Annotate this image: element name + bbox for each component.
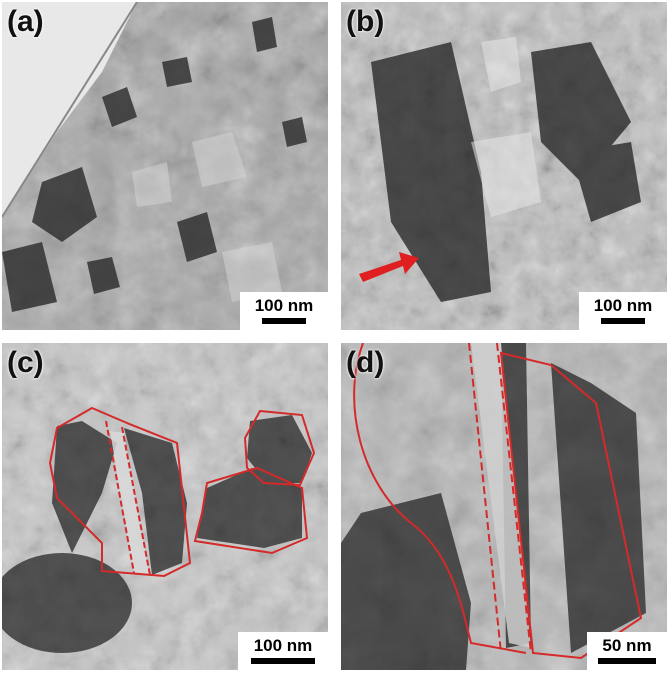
tem-micrograph-b — [341, 2, 667, 330]
panel-b: (b) 100 nm — [341, 2, 667, 330]
scale-bar-line — [262, 318, 306, 324]
tem-micrograph-d — [341, 343, 667, 670]
scale-bar-line — [601, 318, 645, 324]
tem-micrograph-c — [2, 343, 328, 670]
scale-bar: 100 nm — [579, 292, 667, 330]
scale-bar: 100 nm — [240, 292, 328, 330]
grain-outline — [243, 409, 316, 487]
tem-micrograph-a — [2, 2, 328, 330]
panel-d: (d) 50 nm — [341, 343, 667, 670]
grain-outline — [499, 351, 643, 660]
panel-a: (a) 100 nm — [2, 2, 328, 330]
grain-outline — [353, 343, 527, 654]
panel-c: (c) 100 nm — [2, 343, 328, 670]
scale-bar: 100 nm — [238, 632, 328, 670]
panel-label: (a) — [7, 5, 44, 38]
arrow-icon — [359, 252, 419, 282]
scale-bar-line — [251, 658, 315, 664]
scale-bar-label: 100 nm — [593, 296, 653, 315]
panel-label: (b) — [346, 5, 385, 38]
scale-bar-label: 100 nm — [253, 636, 313, 655]
panel-label: (d) — [346, 346, 385, 379]
scale-bar-label: 50 nm — [602, 636, 652, 655]
scale-bar: 50 nm — [587, 632, 667, 670]
panel-label: (c) — [7, 346, 44, 379]
grain-outline — [193, 466, 309, 555]
scale-bar-line — [598, 658, 656, 664]
scale-bar-label: 100 nm — [254, 296, 314, 315]
grain-outline — [48, 406, 192, 578]
